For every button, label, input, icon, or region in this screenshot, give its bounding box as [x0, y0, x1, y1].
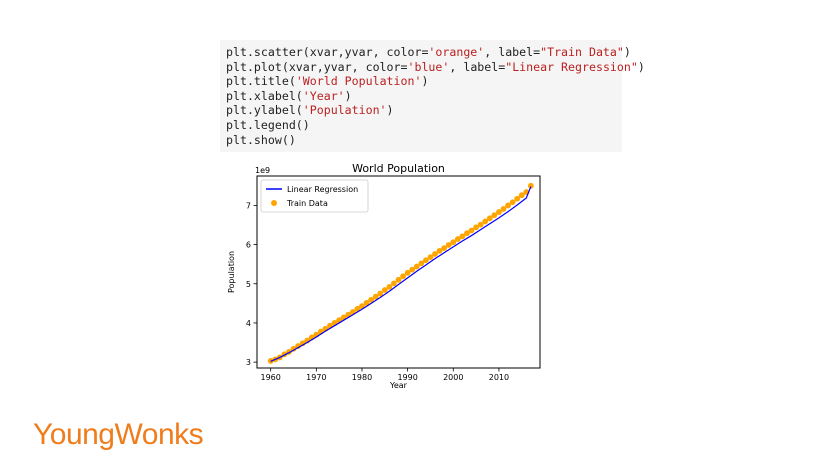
y-tick-label: 5 — [246, 280, 251, 289]
chart-svg: World Population 1e9 1960 1970 1980 1990 2000 2… — [227, 162, 541, 390]
y-tick-label: 7 — [246, 201, 251, 210]
code-text: , label= — [449, 59, 506, 74]
train-data-point — [454, 236, 461, 242]
legend-label-train-data: Train Data — [286, 199, 328, 208]
train-data-point — [473, 224, 479, 231]
code-line: plt.legend() — [226, 118, 622, 133]
code-string: 'Year' — [302, 88, 345, 103]
train-data-point — [441, 245, 448, 251]
code-line: plt.ylabel('Population') — [226, 103, 622, 118]
train-data-point — [436, 247, 443, 254]
train-data-point — [295, 343, 301, 349]
train-data-point — [422, 257, 429, 264]
train-data-point — [413, 263, 420, 270]
code-string: 'World Population' — [295, 74, 422, 89]
train-data-point — [363, 300, 370, 306]
code-text: ) — [421, 74, 429, 89]
train-data-point — [368, 296, 375, 303]
train-data-point — [377, 290, 384, 297]
train-data-point — [482, 218, 489, 225]
train-data-point — [409, 266, 416, 273]
legend-label-linear-regression: Linear Regression — [287, 185, 358, 194]
train-data-point — [359, 303, 365, 309]
train-data-point — [509, 199, 516, 206]
train-data-point — [527, 182, 534, 189]
linear-regression-line — [270, 186, 532, 362]
code-string: 'Population' — [302, 103, 387, 118]
train-data-point — [464, 230, 470, 237]
code-text: plt.scatter(xvar,yvar, color= — [226, 45, 429, 59]
train-data-point — [486, 215, 493, 222]
code-line: plt.show() — [226, 133, 622, 148]
x-tick-label: 1970 — [306, 373, 326, 382]
train-data-point — [445, 242, 452, 248]
code-text: plt.show() — [226, 132, 296, 147]
code-text: plt.plot(xvar,yvar, color= — [226, 59, 408, 74]
train-data-point — [400, 273, 406, 280]
train-data-point — [505, 202, 511, 209]
code-text: plt.xlabel( — [226, 88, 303, 103]
code-string: 'blue' — [407, 59, 450, 74]
code-line: plt.title('World Population') — [226, 74, 622, 89]
train-data-point — [450, 239, 457, 246]
code-text: ) — [344, 88, 352, 103]
train-data-point — [418, 260, 425, 267]
train-data-point — [468, 227, 475, 234]
train-data-point — [459, 233, 466, 240]
y-offset-label: 1e9 — [255, 166, 270, 175]
population-chart: World Population 1e9 1960 1970 1980 1990 2000 2… — [222, 158, 552, 398]
train-data-point — [518, 192, 525, 199]
code-line: plt.plot(xvar,yvar, color='blue', label=… — [226, 59, 645, 75]
code-line: plt.scatter(xvar,yvar, color='orange', l… — [226, 45, 631, 60]
y-tick-label: 3 — [246, 358, 251, 367]
train-data-point — [491, 212, 498, 219]
train-data-point — [500, 206, 507, 212]
code-text: ) — [386, 103, 394, 118]
y-tick-label: 6 — [246, 241, 251, 250]
train-data-point — [404, 269, 411, 276]
train-data-point — [391, 280, 397, 287]
code-text: ) — [623, 45, 631, 59]
train-data-point — [477, 221, 484, 228]
code-line: plt.xlabel('Year') — [226, 89, 622, 104]
code-text: plt.legend() — [226, 117, 310, 132]
y-tick-label: 4 — [246, 319, 251, 328]
legend-point-swatch — [271, 200, 277, 206]
train-data-point — [381, 287, 388, 293]
youngwonks-logo: YoungWonks — [33, 418, 204, 451]
x-tick-label: 2000 — [443, 373, 463, 382]
chart-title: World Population — [352, 162, 445, 175]
code-string: "Train Data" — [540, 45, 624, 59]
x-tick-label: 1960 — [261, 373, 281, 382]
train-data-point — [386, 283, 393, 290]
x-tick-label: 2010 — [489, 373, 509, 382]
code-text: plt.title( — [226, 74, 296, 89]
code-cell: plt.scatter(xvar,yvar, color='orange', l… — [220, 40, 645, 152]
code-text: plt.ylabel( — [226, 103, 303, 118]
train-data-point — [372, 293, 379, 300]
x-tick-label: 1980 — [352, 373, 372, 382]
train-data-point — [496, 209, 502, 215]
train-data-point — [290, 345, 297, 352]
code-string: "Linear Regression" — [505, 59, 638, 74]
train-data-point — [395, 276, 402, 283]
code-text: ) — [637, 59, 645, 74]
train-data-point — [514, 195, 521, 202]
train-data-point — [354, 305, 361, 312]
train-data-point — [427, 254, 434, 261]
y-axis-label: Population — [227, 251, 236, 293]
x-axis-label: Year — [389, 381, 408, 390]
train-data-point — [432, 251, 438, 257]
legend-box — [260, 179, 369, 213]
code-text: , label= — [484, 45, 541, 59]
code-string: 'orange' — [428, 45, 485, 59]
x-tick-label: 1990 — [397, 373, 417, 382]
